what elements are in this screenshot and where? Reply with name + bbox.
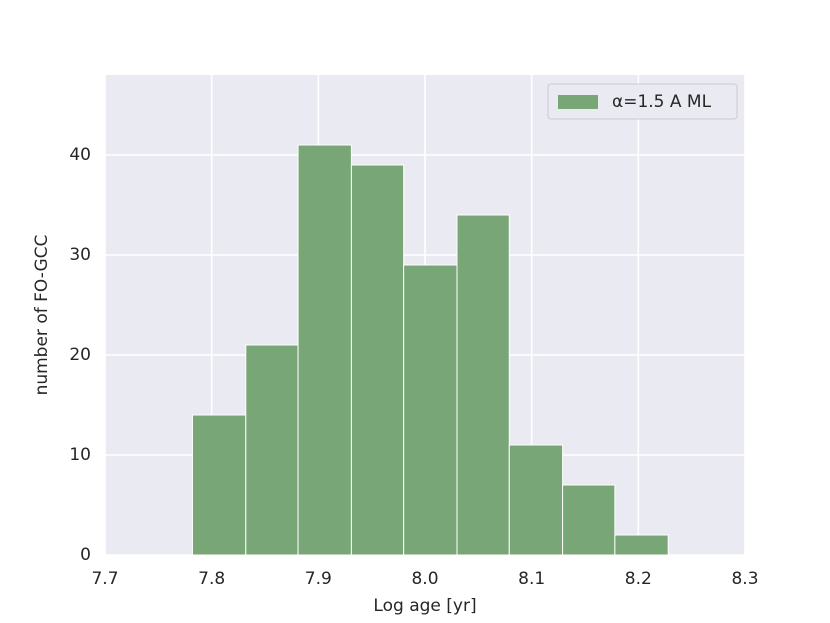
bar — [245, 344, 299, 556]
y-tick-label: 40 — [69, 145, 91, 165]
x-tick-label: 8.1 — [518, 569, 545, 589]
bar — [191, 414, 247, 556]
x-tick-label: 8.2 — [625, 569, 652, 589]
legend-swatch — [558, 95, 598, 109]
y-tick-label: 10 — [69, 445, 91, 465]
y-tick-label: 30 — [69, 245, 91, 265]
legend-label: α=1.5 A ML — [612, 92, 712, 112]
x-axis-label: Log age [yr] — [373, 596, 476, 616]
x-tick-label: 7.7 — [91, 569, 118, 589]
bar — [614, 534, 669, 556]
x-tick-label: 8.3 — [731, 569, 758, 589]
bar — [297, 144, 352, 556]
x-tick-label: 7.9 — [305, 569, 332, 589]
bar — [508, 444, 564, 556]
y-tick-label: 20 — [69, 345, 91, 365]
bar — [562, 484, 616, 556]
y-tick-label: 0 — [80, 545, 91, 565]
y-axis-label: number of FO-GCC — [32, 235, 52, 396]
bar — [403, 264, 458, 556]
x-tick-label: 7.8 — [198, 569, 225, 589]
bar — [456, 214, 510, 556]
x-tick-label: 8.0 — [411, 569, 438, 589]
legend-box — [547, 83, 738, 120]
bar — [350, 164, 405, 556]
